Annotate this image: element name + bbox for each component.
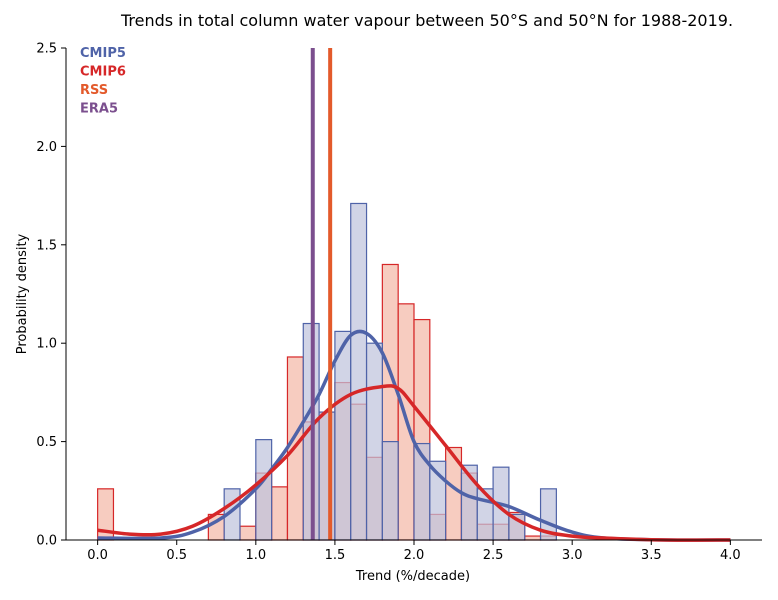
y-tick-label: 0.0 — [36, 534, 57, 549]
x-tick-label: 1.5 — [325, 548, 346, 563]
histogram-bars — [97, 202, 557, 541]
bar — [271, 486, 289, 541]
bar — [239, 525, 257, 541]
x-tick-label: 0.0 — [87, 548, 108, 563]
x-tick-label: 0.5 — [166, 548, 187, 563]
bar — [524, 535, 542, 541]
legend-entry-cmip6: CMIP6 — [80, 65, 126, 80]
kde-curves — [97, 329, 731, 542]
y-tick-label: 2.0 — [36, 140, 57, 155]
legend-entry-rss: RSS — [80, 83, 108, 98]
x-tick-label: 3.0 — [562, 548, 583, 563]
x-tick-label: 1.0 — [245, 548, 266, 563]
legend: CMIP5 CMIP6 RSS ERA5 — [80, 46, 126, 117]
bar — [334, 330, 352, 541]
chart-title: Trends in total column water vapour betw… — [120, 11, 733, 30]
bar — [318, 411, 336, 541]
y-tick-label: 2.5 — [36, 42, 57, 57]
bar — [365, 342, 383, 541]
bar — [255, 439, 273, 541]
legend-entry-era5: ERA5 — [80, 102, 118, 117]
axes: 0.0 0.5 1.0 1.5 2.0 2.5 3.0 3.5 4.0 0.0 0.5 1.0 1.5 2… — [36, 42, 762, 563]
kde-curve-cmip5 — [97, 329, 731, 542]
x-tick-label: 2.0 — [404, 548, 425, 563]
bar — [350, 202, 368, 541]
kde-curve-cmip6 — [97, 384, 731, 542]
x-axis-label: Trend (%/decade) — [355, 569, 470, 584]
reference-lines — [310, 48, 333, 540]
plot-area — [97, 48, 731, 542]
x-tick-label: 4.0 — [720, 548, 741, 563]
y-axis-label: Probability density — [15, 233, 30, 354]
y-tick-label: 1.0 — [36, 337, 57, 352]
x-tick-label: 3.5 — [641, 548, 662, 563]
x-tick-label: 2.5 — [483, 548, 504, 563]
y-tick-label: 1.5 — [36, 238, 57, 253]
bar — [381, 441, 399, 541]
y-tick-label: 0.5 — [36, 435, 57, 450]
legend-entry-cmip5: CMIP5 — [80, 46, 126, 61]
